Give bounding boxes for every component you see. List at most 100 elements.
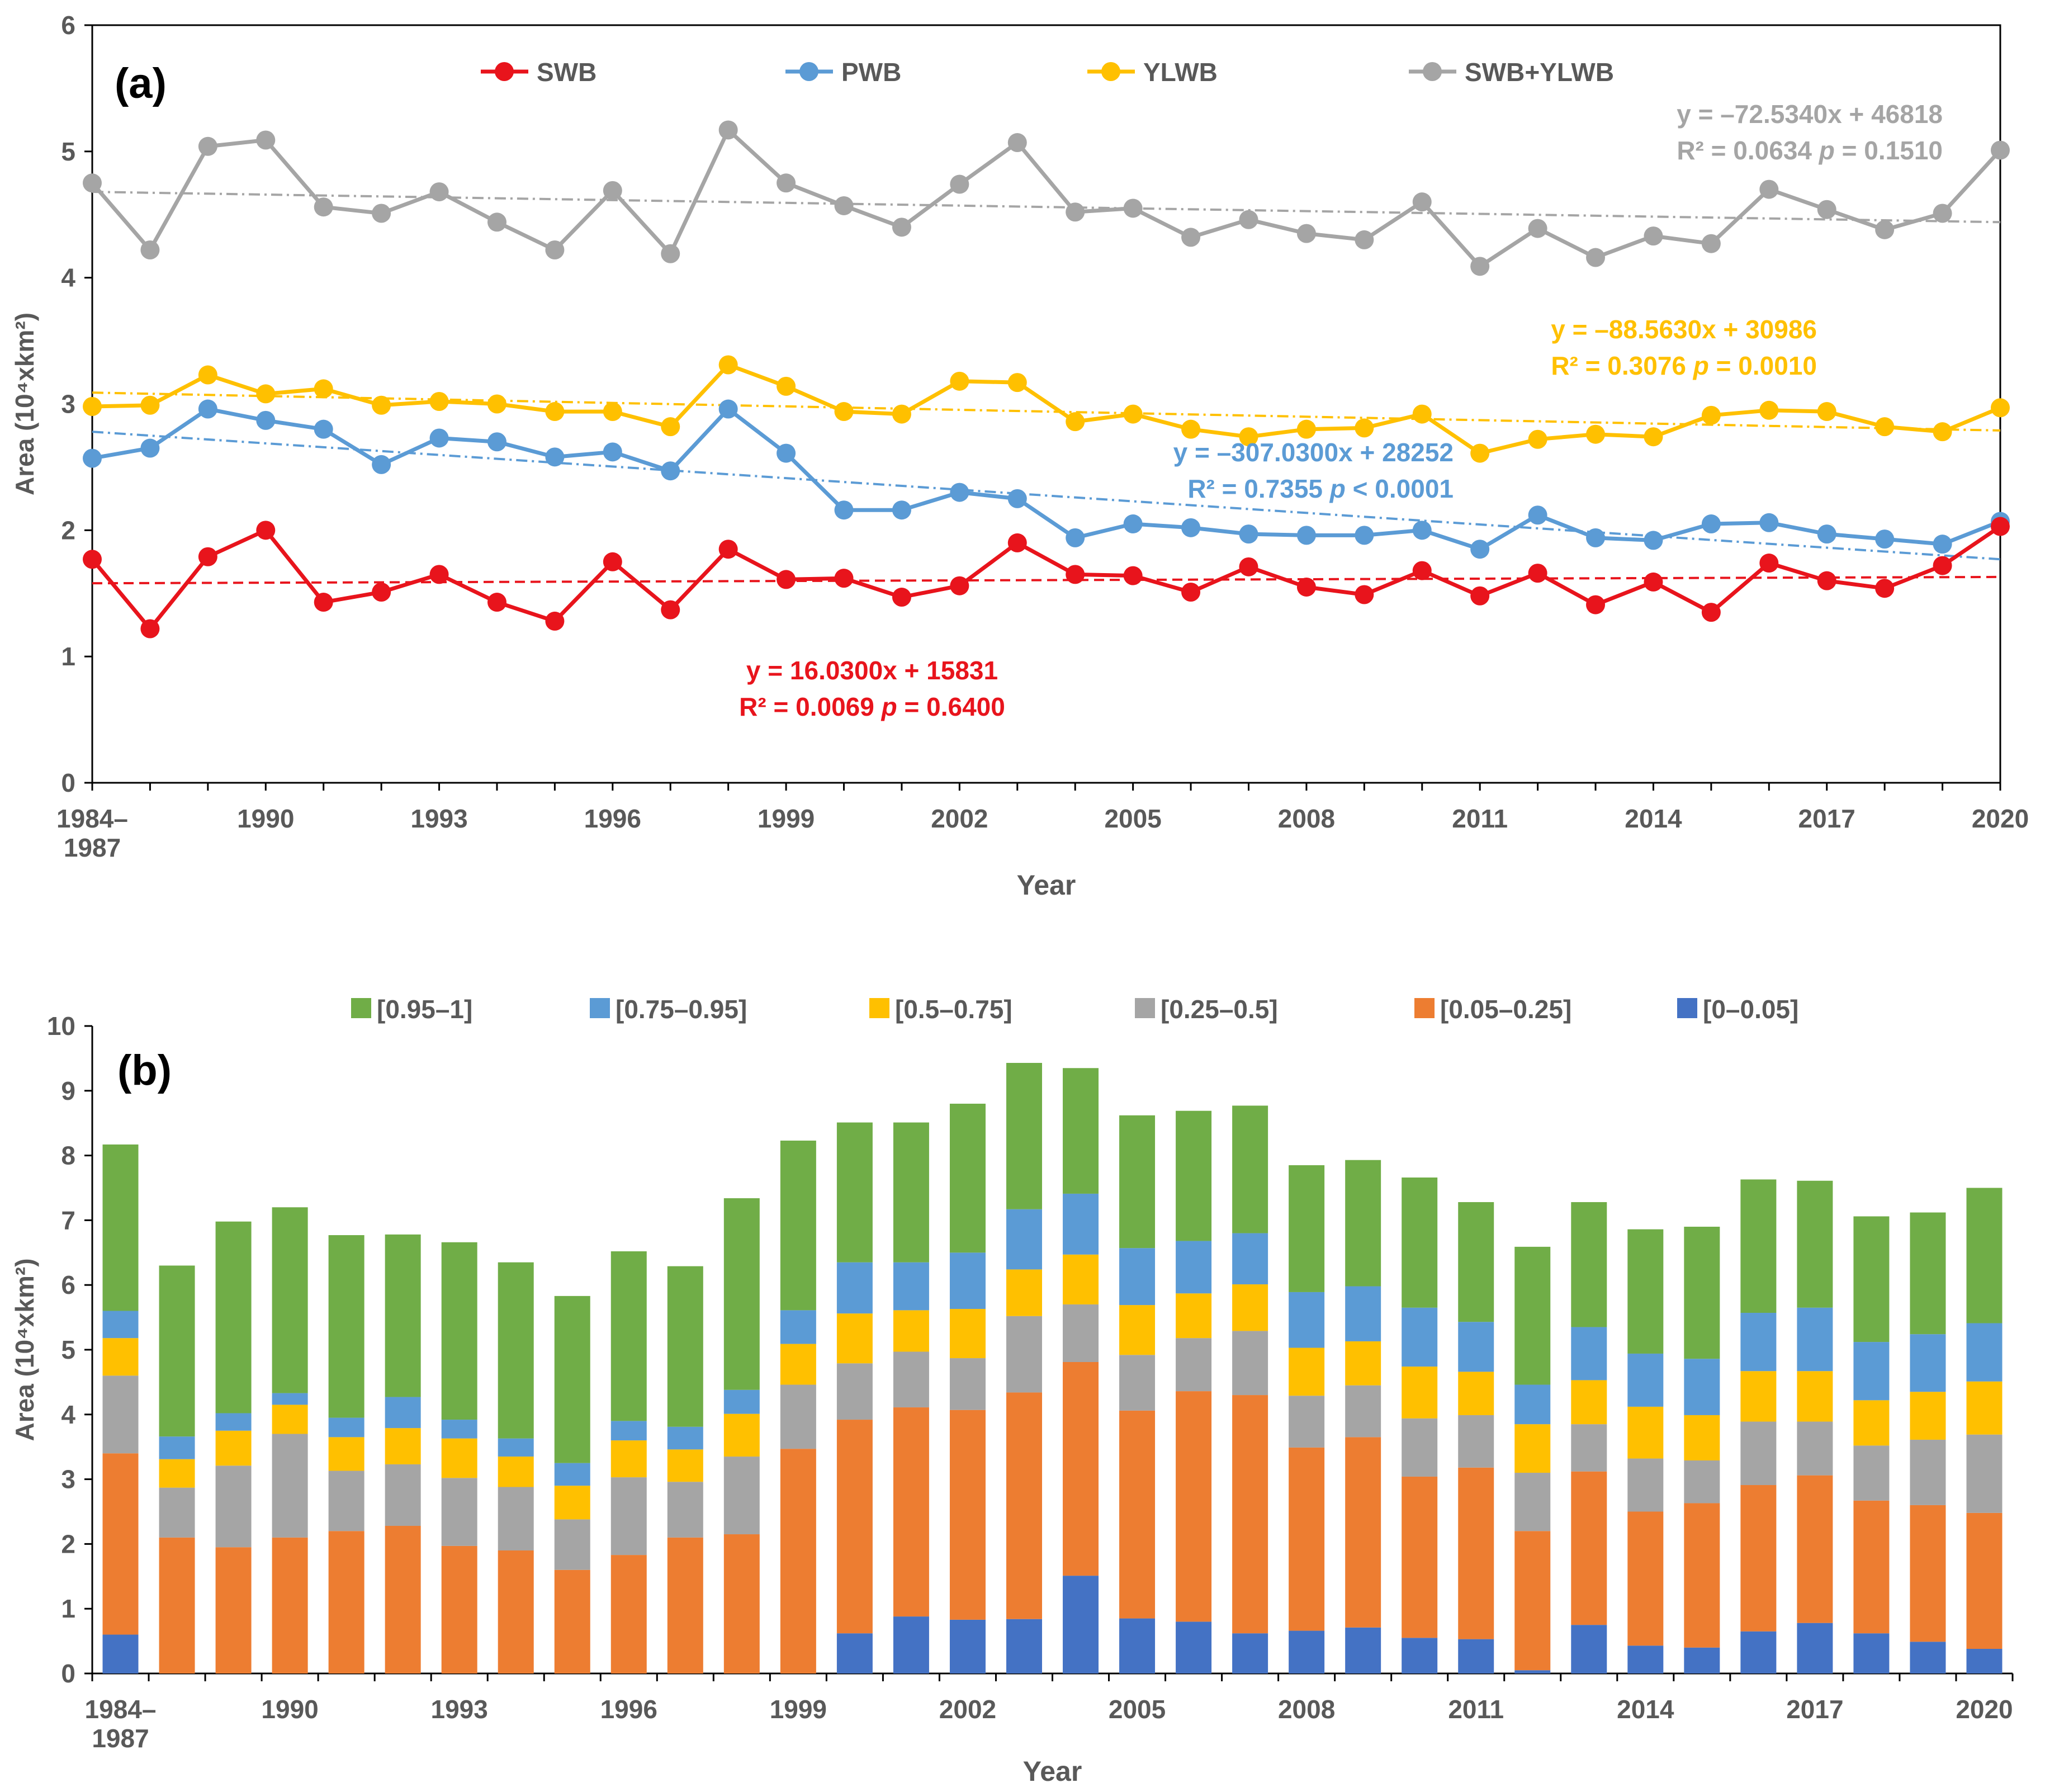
data-point-ylwb bbox=[1701, 405, 1721, 425]
series-line-pwb bbox=[92, 407, 2001, 551]
bar-segment-0.75-0.95 bbox=[1853, 1342, 1890, 1401]
data-point-swb-ylwb bbox=[1355, 230, 1374, 249]
data-point-swb-ylwb bbox=[1239, 210, 1258, 229]
data-point-ylwb bbox=[777, 376, 796, 396]
bar-segment-0.95-1 bbox=[1402, 1177, 1438, 1308]
bar-segment-0.95-1 bbox=[1345, 1160, 1381, 1287]
data-point-swb bbox=[1875, 579, 1895, 598]
x-tick-label: 1984– 1987 bbox=[56, 804, 128, 862]
bar-segment-0-0.05 bbox=[1006, 1619, 1042, 1673]
bar-segment-0.5-0.75 bbox=[949, 1309, 986, 1359]
bar-segment-0.95-1 bbox=[893, 1122, 929, 1263]
bar-segment-0.25-0.5 bbox=[1458, 1415, 1494, 1468]
bar-segment-0.25-0.5 bbox=[1684, 1460, 1720, 1503]
data-point-ylwb bbox=[1470, 443, 1490, 463]
bar-segment-0.95-1 bbox=[949, 1103, 986, 1253]
y-tick-label: 0 bbox=[61, 768, 75, 797]
bar-segment-0.25-0.5 bbox=[1232, 1331, 1268, 1396]
data-point-swb bbox=[661, 600, 680, 620]
y-tick-label: 1 bbox=[61, 1594, 75, 1623]
bar-segment-0.95-1 bbox=[1571, 1202, 1607, 1327]
bar-segment-0.5-0.75 bbox=[1458, 1372, 1494, 1415]
x-tick-label: 2008 bbox=[1278, 804, 1335, 833]
data-point-pwb bbox=[1181, 518, 1201, 537]
data-point-ylwb bbox=[1296, 419, 1316, 439]
bar-segment-0.25-0.5 bbox=[1514, 1473, 1551, 1531]
data-point-ylwb bbox=[1991, 398, 2010, 418]
bar-segment-0.5-0.75 bbox=[1910, 1392, 1946, 1440]
bar-segment-0.25-0.5 bbox=[1289, 1396, 1325, 1448]
bar-segment-0.05-0.25 bbox=[1740, 1485, 1777, 1632]
data-point-pwb bbox=[140, 438, 160, 458]
panel-label: (b) bbox=[117, 1047, 172, 1094]
bar-segment-0-0.05 bbox=[1458, 1639, 1494, 1673]
data-point-swb bbox=[1007, 533, 1027, 552]
bar-segment-0.25-0.5 bbox=[723, 1457, 760, 1535]
trendline-swb-ylwb bbox=[92, 191, 2001, 224]
bar-segment-0.75-0.95 bbox=[1966, 1323, 2003, 1382]
bar-segment-0.5-0.75 bbox=[215, 1430, 252, 1466]
data-point-ylwb bbox=[1875, 417, 1895, 437]
bar-segment-0.25-0.5 bbox=[610, 1477, 647, 1555]
data-point-swb bbox=[718, 540, 738, 559]
bar-segment-0.5-0.75 bbox=[1740, 1371, 1777, 1422]
bar-segment-0.25-0.5 bbox=[1119, 1355, 1156, 1411]
bar-segment-0.25-0.5 bbox=[1797, 1421, 1833, 1476]
data-point-swb-ylwb bbox=[314, 197, 333, 217]
bar-segment-0.75-0.95 bbox=[1232, 1233, 1268, 1285]
bar-segment-0.95-1 bbox=[1006, 1063, 1042, 1209]
bar-segment-0-0.05 bbox=[1232, 1633, 1268, 1673]
data-point-swb bbox=[372, 582, 391, 602]
bar-segment-0.5-0.75 bbox=[836, 1313, 873, 1364]
bar-segment-0.05-0.25 bbox=[1571, 1471, 1607, 1625]
bar-segment-0.05-0.25 bbox=[102, 1453, 139, 1635]
data-point-ylwb bbox=[140, 395, 160, 415]
data-point-swb-ylwb bbox=[1007, 133, 1027, 153]
bar-segment-0.5-0.75 bbox=[1627, 1406, 1664, 1459]
trend-equation: y = 16.0300x + 15831 bbox=[746, 656, 998, 685]
bar-segment-0-0.05 bbox=[836, 1633, 873, 1673]
bar-segment-0.5-0.75 bbox=[1232, 1284, 1268, 1331]
bar-segment-0-0.05 bbox=[1514, 1670, 1551, 1673]
data-point-swb bbox=[487, 593, 506, 612]
bar-segment-0.5-0.75 bbox=[1514, 1424, 1551, 1473]
bar-segment-0.5-0.75 bbox=[1684, 1415, 1720, 1461]
bar-segment-0.05-0.25 bbox=[215, 1547, 252, 1673]
bar-segment-0.75-0.95 bbox=[949, 1252, 986, 1309]
bar-segment-0.05-0.25 bbox=[498, 1550, 534, 1673]
bar-segment-0.05-0.25 bbox=[1402, 1476, 1438, 1638]
bar-segment-0.25-0.5 bbox=[498, 1487, 534, 1550]
bar-segment-0.95-1 bbox=[610, 1251, 647, 1421]
bar-segment-0.05-0.25 bbox=[385, 1525, 421, 1673]
bar-segment-0.95-1 bbox=[1853, 1216, 1890, 1342]
trend-statistics: R² = 0.0634 p = 0.1510 bbox=[1677, 136, 1943, 165]
data-point-swb bbox=[1817, 571, 1836, 590]
bar-segment-0.25-0.5 bbox=[667, 1482, 703, 1538]
series-line-ylwb bbox=[92, 363, 2001, 456]
data-point-pwb bbox=[603, 442, 622, 462]
bar-segment-0.5-0.75 bbox=[498, 1457, 534, 1487]
bar-segment-0.75-0.95 bbox=[723, 1389, 760, 1414]
data-point-pwb bbox=[487, 432, 506, 452]
data-point-ylwb bbox=[1644, 427, 1663, 447]
y-tick-label: 10 bbox=[47, 1011, 75, 1041]
data-point-swb bbox=[1991, 517, 2010, 536]
bar-segment-0-0.05 bbox=[1797, 1623, 1833, 1673]
legend-label: [0–0.05] bbox=[1703, 995, 1798, 1024]
bar-segment-0.05-0.25 bbox=[836, 1420, 873, 1634]
bar-segment-0.75-0.95 bbox=[780, 1310, 816, 1344]
bar-segment-0-0.05 bbox=[1289, 1630, 1325, 1673]
bar-segment-0.5-0.75 bbox=[667, 1449, 703, 1482]
data-point-swb-ylwb bbox=[1817, 200, 1836, 219]
x-tick-label: 2011 bbox=[1452, 804, 1508, 833]
x-tick-label: 1990 bbox=[261, 1695, 318, 1724]
bar-segment-0.25-0.5 bbox=[1853, 1445, 1890, 1501]
bar-segment-0.25-0.5 bbox=[441, 1478, 477, 1546]
bar-segment-0.5-0.75 bbox=[102, 1338, 139, 1376]
bar-segment-0.05-0.25 bbox=[610, 1555, 647, 1673]
x-tick-label: 1996 bbox=[584, 804, 641, 833]
data-point-ylwb bbox=[1586, 424, 1606, 444]
data-point-pwb bbox=[314, 419, 333, 439]
y-tick-label: 7 bbox=[61, 1205, 75, 1235]
data-point-swb bbox=[1123, 566, 1143, 585]
